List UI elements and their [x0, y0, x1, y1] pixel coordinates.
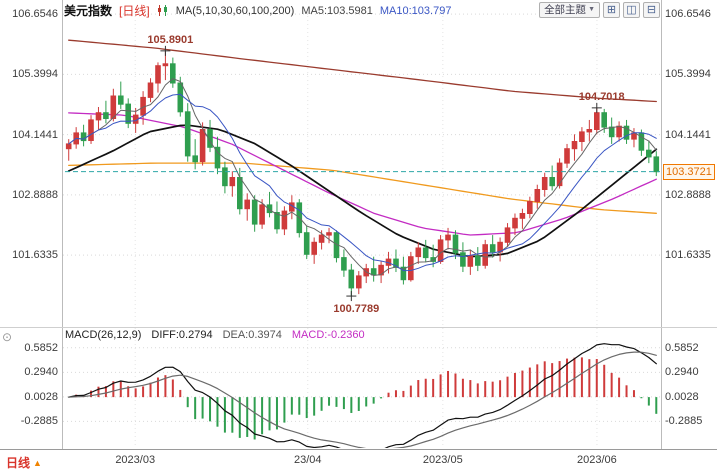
- panel-frame: [0, 0, 717, 450]
- ma5-value-label: MA5:103.5981: [301, 4, 373, 17]
- svg-text:104.7018: 104.7018: [579, 91, 625, 103]
- price-annotations: 105.8901 104.7018 100.7789: [147, 34, 624, 315]
- price-y-axis-label: 106.6546: [665, 8, 711, 21]
- symbol-name: 美元指数: [64, 4, 113, 18]
- macd-legend: MACD(26,12,9) DIFF:0.2794 DEA:0.3974 MAC…: [65, 329, 365, 341]
- chart-header: 美元指数 [日线] MA(5,10,30,60,100,200) MA5:103…: [64, 2, 451, 19]
- price-y-axis-label: 104.1441: [665, 128, 711, 141]
- current-price-badge: 103.3721: [663, 163, 715, 180]
- price-y-axis-label: 105.3994: [665, 68, 711, 81]
- x-axis-label: 23/04: [293, 454, 322, 466]
- macd-y-axis-label: 0.5852: [24, 341, 58, 354]
- period-label: 日线: [6, 456, 31, 470]
- gridlines: [63, 12, 660, 446]
- macd-y-axis-label: -0.2885: [20, 415, 58, 428]
- period-tag: [日线]: [119, 4, 150, 18]
- x-axis-label: 2023/06: [577, 454, 617, 466]
- macd-y-axis-label: 0.0028: [665, 390, 699, 403]
- svg-text:105.8901: 105.8901: [147, 34, 193, 46]
- macd-value-label: MACD:-0.2360: [291, 329, 365, 341]
- price-y-axis-label: 106.6546: [12, 8, 58, 21]
- macd-y-axis-label: 0.2940: [665, 366, 699, 379]
- macd-panel[interactable]: [68, 343, 658, 455]
- svg-text:100.7789: 100.7789: [333, 303, 379, 315]
- ma-settings-label: MA(5,10,30,60,100,200): [175, 4, 295, 17]
- macd-y-axis-label: 0.5852: [665, 341, 699, 354]
- layout-split-icon[interactable]: ◫: [623, 2, 640, 18]
- ma10-value-label: MA10:103.797: [379, 4, 452, 17]
- x-axis-label: 2023/03: [115, 454, 156, 466]
- price-y-axis-label: 104.1441: [12, 128, 58, 141]
- macd-dea-label: DEA:0.3974: [222, 329, 282, 341]
- price-panel[interactable]: [65, 39, 660, 297]
- up-arrow-icon: ▲: [33, 457, 42, 468]
- theme-selector-label: 全部主题: [544, 4, 587, 16]
- layout-panes-icon[interactable]: ⊟: [643, 2, 660, 18]
- period-switcher[interactable]: 日线 ▲: [6, 454, 42, 471]
- price-y-axis-label: 101.6335: [665, 249, 711, 262]
- layout-grid-icon[interactable]: ⊞: [603, 2, 620, 18]
- macd-params-label: MACD(26,12,9): [65, 329, 142, 341]
- price-y-axis-label: 101.6335: [12, 249, 58, 262]
- price-y-axis-label: 102.8888: [12, 188, 58, 201]
- x-axis-label: 2023/05: [422, 454, 463, 466]
- macd-y-axis-label: 0.0028: [24, 390, 58, 403]
- caret-down-icon: ▼: [588, 6, 595, 13]
- macd-y-axis-label: -0.2885: [665, 415, 703, 428]
- macd-diff-label: DIFF:0.2794: [151, 329, 213, 341]
- macd-y-axis-label: 0.2940: [24, 366, 58, 379]
- indicator-settings-icon[interactable]: ⊙: [2, 330, 13, 344]
- toolbar: 全部主题 ▼ ⊞ ◫ ⊟: [539, 2, 660, 18]
- kline-style-icon[interactable]: [157, 5, 169, 16]
- price-y-axis-label: 105.3994: [12, 68, 58, 81]
- price-y-axis-label: 102.8888: [665, 188, 711, 201]
- theme-selector-button[interactable]: 全部主题 ▼: [539, 2, 600, 18]
